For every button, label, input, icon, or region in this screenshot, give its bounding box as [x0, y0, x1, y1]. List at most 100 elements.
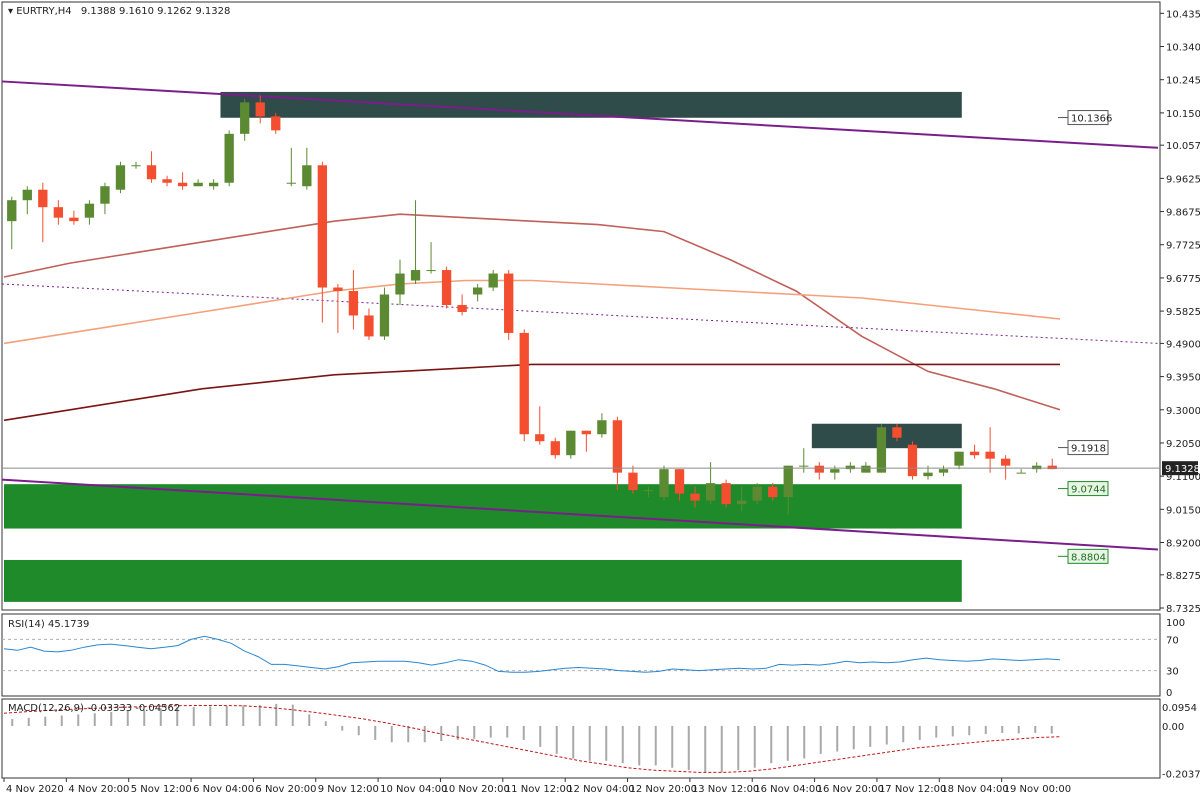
candle-body — [861, 465, 871, 473]
candle[interactable] — [472, 284, 483, 302]
candle[interactable] — [410, 200, 421, 285]
price-tick-label: 9.3000 — [1166, 406, 1200, 417]
rsi-title: RSI(14) 45.1739 — [8, 619, 89, 630]
candle-body — [845, 465, 856, 470]
candle[interactable] — [162, 175, 172, 187]
zone-upper-resistance — [220, 91, 962, 118]
candle[interactable] — [333, 284, 343, 333]
candle[interactable] — [969, 444, 980, 459]
candle-body — [271, 116, 281, 131]
candle[interactable] — [892, 423, 902, 442]
candle[interactable] — [628, 465, 638, 494]
macd-tick-label: 0.00 — [1162, 722, 1184, 733]
candle[interactable] — [643, 486, 654, 498]
candle[interactable] — [271, 112, 281, 134]
price-pane: 10.4350 10.3400 10.2450 10.1500 10.0575 9.962… — [1, 1, 1200, 615]
candle[interactable] — [736, 486, 747, 512]
candle-body — [674, 469, 685, 494]
candle[interactable] — [550, 437, 560, 459]
candle[interactable] — [535, 406, 545, 445]
candle[interactable] — [84, 200, 95, 225]
macd-pane-frame — [1, 698, 1161, 779]
candle[interactable] — [1000, 455, 1011, 480]
candle[interactable] — [441, 266, 452, 309]
ohlc-readout: 9.1388 9.1610 9.1262 9.1328 — [81, 6, 231, 17]
candle[interactable] — [954, 451, 964, 470]
candle[interactable] — [224, 130, 234, 187]
candle-body — [224, 133, 234, 183]
candle-body — [876, 427, 887, 473]
candle-body — [814, 465, 824, 473]
trendline-lower[interactable] — [1, 478, 1159, 551]
candle[interactable] — [566, 430, 576, 459]
candle-body — [364, 315, 374, 337]
candle[interactable] — [193, 179, 203, 187]
candle[interactable] — [426, 242, 436, 274]
candle-body — [721, 483, 731, 505]
macd-tick-label: -0.20376 — [1162, 769, 1200, 780]
candle[interactable] — [1016, 469, 1026, 474]
candle[interactable] — [612, 416, 623, 491]
candle[interactable] — [1047, 458, 1057, 470]
candle[interactable] — [690, 486, 700, 508]
candle[interactable] — [302, 147, 312, 190]
candle[interactable] — [504, 270, 514, 340]
moving-average-ma-slow — [3, 363, 1060, 422]
candle[interactable] — [22, 186, 32, 215]
candle[interactable] — [845, 462, 856, 473]
candle[interactable] — [379, 287, 390, 340]
candle[interactable] — [38, 182, 48, 243]
time-tick-label: 10 Nov 04:00 — [380, 784, 447, 795]
candle[interactable] — [395, 259, 405, 305]
candle[interactable] — [348, 270, 359, 330]
candle[interactable] — [240, 98, 250, 141]
candle[interactable] — [177, 172, 188, 190]
candle[interactable] — [876, 423, 887, 473]
candle[interactable] — [597, 413, 607, 438]
rsi-levels — [2, 638, 1160, 672]
price-tick-label: 9.0150 — [1166, 505, 1200, 516]
candle-body — [566, 430, 576, 456]
time-tick-label: 18 Nov 04:00 — [941, 784, 1008, 795]
candle[interactable] — [53, 200, 64, 225]
collapse-arrow-icon[interactable]: ▾ — [8, 6, 16, 17]
candle[interactable] — [581, 430, 592, 452]
time-tick-label: 12 Nov 20:00 — [630, 784, 697, 795]
candle[interactable] — [752, 483, 762, 505]
time-tick-label: 19 Nov 00:00 — [1004, 784, 1071, 795]
candle[interactable] — [457, 294, 467, 316]
candle[interactable] — [659, 465, 669, 501]
candle[interactable] — [768, 483, 778, 501]
candle[interactable] — [721, 479, 731, 508]
candle[interactable] — [1032, 462, 1042, 473]
candle[interactable] — [7, 196, 17, 250]
candle[interactable] — [208, 179, 219, 190]
candle[interactable] — [255, 95, 265, 124]
candle[interactable] — [907, 441, 918, 480]
current-price-value: 9.1328 — [1165, 464, 1200, 475]
candle[interactable] — [814, 462, 824, 480]
candle[interactable] — [317, 161, 328, 323]
candle[interactable] — [364, 308, 374, 340]
candle-body — [535, 434, 545, 442]
candle[interactable] — [115, 161, 126, 194]
candle[interactable] — [674, 469, 685, 501]
candle[interactable] — [519, 329, 529, 442]
candle[interactable] — [705, 462, 716, 505]
candle[interactable] — [146, 151, 157, 183]
trendline-upper[interactable] — [1, 80, 1159, 149]
candle-body — [193, 182, 203, 187]
candle[interactable] — [100, 182, 110, 215]
candle-body — [302, 165, 312, 187]
candle[interactable] — [938, 465, 949, 477]
price-tick-label: 10.3400 — [1166, 43, 1200, 54]
candle[interactable] — [131, 161, 141, 169]
candles[interactable] — [7, 95, 1057, 515]
candle[interactable] — [861, 462, 871, 473]
candle[interactable] — [985, 427, 995, 473]
candle[interactable] — [69, 210, 79, 225]
candle[interactable] — [488, 270, 498, 292]
candle[interactable] — [783, 465, 793, 515]
candle-body — [736, 500, 747, 505]
candle[interactable] — [286, 147, 296, 187]
